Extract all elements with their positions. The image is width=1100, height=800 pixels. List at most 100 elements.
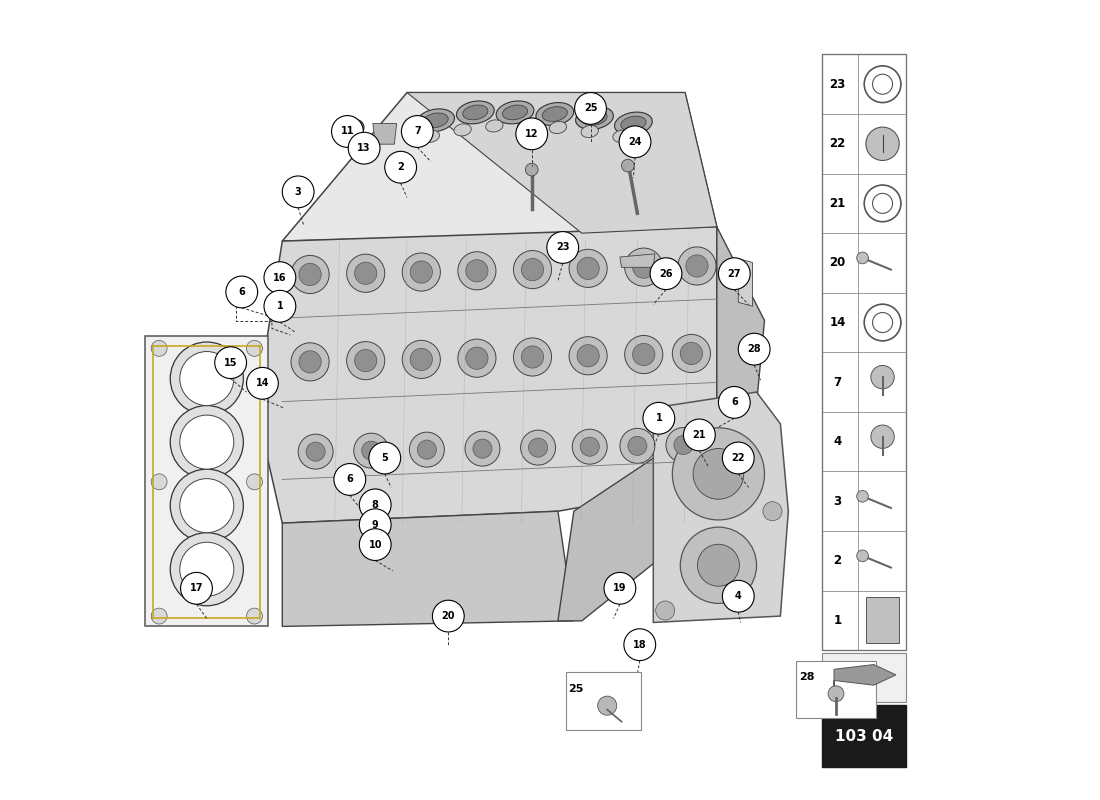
Circle shape [368,442,400,474]
Circle shape [624,629,656,661]
Circle shape [666,427,701,462]
Circle shape [578,345,600,367]
Text: 12: 12 [525,129,539,139]
Text: 27: 27 [727,269,741,278]
Circle shape [723,442,755,474]
Circle shape [521,346,543,368]
Text: 23: 23 [556,242,570,253]
Circle shape [628,436,647,455]
Text: 1: 1 [276,302,284,311]
Circle shape [620,428,654,463]
Circle shape [246,341,263,356]
Circle shape [170,406,243,478]
Circle shape [346,254,385,292]
Circle shape [354,433,388,468]
Ellipse shape [417,109,454,132]
Circle shape [597,696,617,715]
Polygon shape [407,93,717,233]
Circle shape [403,253,440,291]
Circle shape [465,260,488,282]
Circle shape [410,348,432,370]
Polygon shape [558,227,764,621]
Circle shape [520,430,556,465]
Text: 14: 14 [255,378,270,388]
Circle shape [738,334,770,365]
Circle shape [349,119,364,135]
Circle shape [529,438,548,457]
Text: 3: 3 [295,187,301,197]
Text: 3: 3 [834,494,842,508]
Circle shape [385,151,417,183]
Polygon shape [738,258,752,306]
Text: 4: 4 [735,591,741,602]
Circle shape [299,263,321,286]
Text: 15: 15 [224,358,238,368]
Text: 1: 1 [834,614,842,627]
Circle shape [360,489,392,521]
Circle shape [625,248,663,286]
Text: 24: 24 [628,137,641,147]
Ellipse shape [454,124,471,136]
Circle shape [458,339,496,378]
Text: a passion for cars... since 1985: a passion for cars... since 1985 [354,442,635,461]
Circle shape [514,250,551,289]
Text: 22: 22 [732,453,745,463]
Polygon shape [620,254,654,267]
Circle shape [298,434,333,469]
Text: 10: 10 [368,539,382,550]
Ellipse shape [575,106,614,130]
Circle shape [179,351,234,406]
Circle shape [857,252,868,264]
Circle shape [402,115,433,147]
Circle shape [678,247,716,285]
Circle shape [473,439,492,458]
Circle shape [580,437,600,456]
Circle shape [642,402,674,434]
Polygon shape [283,93,717,241]
Circle shape [214,346,246,378]
Circle shape [625,335,663,374]
Circle shape [170,533,243,606]
Polygon shape [373,123,397,144]
Circle shape [331,115,363,147]
Text: 20: 20 [441,611,455,621]
Circle shape [632,256,654,278]
Text: 11: 11 [341,126,354,137]
Circle shape [170,342,243,415]
Circle shape [362,441,381,460]
Circle shape [403,340,440,378]
Circle shape [306,442,326,461]
Circle shape [360,529,392,561]
FancyBboxPatch shape [823,54,906,650]
Text: 25: 25 [584,103,597,114]
Circle shape [569,337,607,375]
Circle shape [292,342,329,381]
Circle shape [409,432,444,467]
Circle shape [718,258,750,290]
Text: 17: 17 [189,583,204,594]
Text: 22: 22 [829,138,846,150]
Text: 23: 23 [829,78,846,90]
Text: 19: 19 [613,583,627,594]
Text: eurocarparts: eurocarparts [324,353,728,407]
Circle shape [226,276,257,308]
Circle shape [346,342,385,380]
Circle shape [828,686,844,702]
Circle shape [650,258,682,290]
Circle shape [604,572,636,604]
Ellipse shape [517,120,535,132]
Circle shape [465,431,499,466]
Text: 25: 25 [569,683,584,694]
Text: 6: 6 [239,287,245,297]
Text: 26: 26 [659,269,673,278]
Text: 2: 2 [397,162,404,172]
Circle shape [264,262,296,294]
Text: 28: 28 [747,344,761,354]
Ellipse shape [615,112,652,135]
Circle shape [410,261,432,283]
Ellipse shape [582,110,607,126]
Text: 7: 7 [834,376,842,389]
FancyBboxPatch shape [565,673,641,730]
Circle shape [179,542,234,596]
Circle shape [292,255,329,294]
